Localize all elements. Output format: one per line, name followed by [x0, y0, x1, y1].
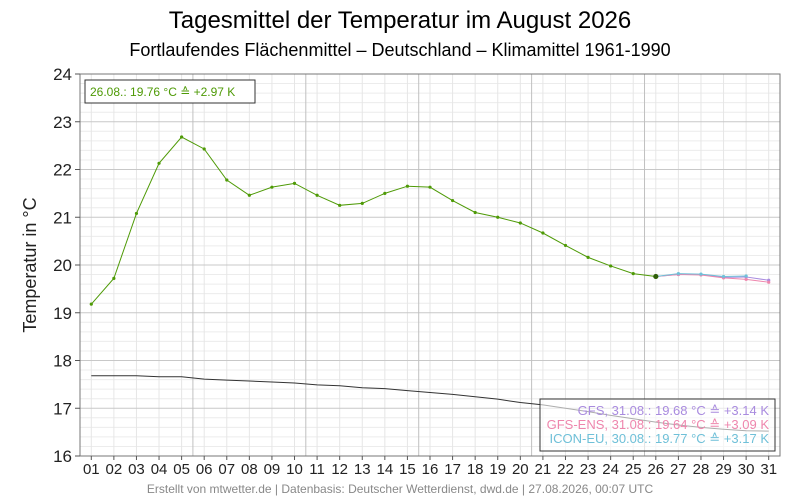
legend-entry-gfs-ens: GFS-ENS, 31.08.: 19.64 °C ≙ +3.09 K [547, 417, 770, 432]
series-line-observed [90, 136, 656, 305]
x-tick-label: 05 [173, 461, 190, 478]
x-tick-label: 17 [444, 461, 461, 478]
x-tick-labels: 01 02 03 04 05 06 07 08 09 10 11 12 13 14 15 16 17 18 19 20… [83, 461, 777, 478]
current-day-marker [653, 273, 659, 280]
x-tick-label: 21 [535, 461, 552, 478]
data-point-observed [292, 181, 297, 185]
data-point-observed [202, 147, 206, 151]
x-tick-label: 12 [331, 461, 348, 478]
data-point-observed [518, 221, 522, 225]
data-point-observed [383, 191, 387, 195]
data-point-observed [450, 198, 455, 203]
x-tick-label: 10 [286, 461, 303, 478]
x-tick-label: 15 [399, 461, 416, 478]
x-tick-label: 08 [241, 461, 258, 478]
info-box-frame [84, 79, 256, 104]
data-point-observed [315, 193, 319, 197]
observed-line [89, 135, 659, 306]
axes [75, 73, 781, 460]
info-box: 26.08.: 19.76 °C ≙ +2.97 K [84, 79, 256, 104]
x-tick-label: 22 [557, 461, 574, 478]
x-tick-label: 06 [196, 461, 213, 478]
data-point-observed [134, 211, 139, 216]
y-axis-label: Temperatur in °C [20, 197, 40, 332]
x-tick-label: 26 [647, 461, 664, 478]
y-tick-label: 21 [53, 208, 72, 227]
legend-frame [539, 398, 776, 452]
x-tick-label: 07 [218, 461, 235, 478]
x-tick-label: 19 [489, 461, 506, 478]
x-tick-label: 23 [580, 461, 597, 478]
chart-title: Tagesmittel der Temperatur im August 202… [169, 7, 631, 34]
chart-subtitle: Fortlaufendes Flächenmittel – Deutschlan… [129, 40, 670, 60]
x-tick-label: 31 [760, 461, 777, 478]
data-point-gfs-ens [744, 277, 748, 281]
data-point-icon-eu [744, 274, 748, 278]
x-tick-label: 04 [151, 461, 168, 478]
data-point-observed [360, 201, 364, 206]
x-tick-label: 14 [376, 461, 393, 478]
x-tick-label: 13 [354, 461, 371, 478]
data-point-observed [609, 264, 613, 268]
info-box-text: 26.08.: 19.76 °C ≙ +2.97 K [90, 85, 235, 99]
x-tick-label: 02 [106, 461, 123, 478]
data-point-observed [563, 243, 568, 248]
data-point-gfs-ens [767, 280, 771, 284]
x-tick-label: 09 [264, 461, 281, 478]
data-point-icon-eu [699, 272, 703, 276]
x-tick-label: 20 [512, 461, 529, 478]
y-tick-label: 19 [53, 304, 72, 323]
data-point-observed [428, 185, 432, 189]
data-point-observed [157, 161, 161, 165]
x-tick-label: 03 [128, 461, 145, 478]
x-tick-label: 25 [625, 461, 642, 478]
legend: GFS, 31.08.: 19.68 °C ≙ +3.14 K GFS-ENS,… [539, 398, 776, 452]
legend-entry-icon-eu: ICON-EU, 30.08.: 19.77 °C ≙ +3.17 K [549, 431, 769, 446]
data-point-observed [225, 178, 229, 182]
data-point-observed [541, 231, 545, 235]
data-point-observed [180, 135, 184, 139]
data-point-observed [247, 193, 251, 197]
data-point-icon-eu [721, 274, 726, 279]
y-tick-label: 24 [53, 65, 72, 84]
y-tick-label: 22 [53, 161, 72, 180]
y-tick-labels: 16 17 18 19 20 21 22 23 24 [53, 65, 72, 466]
y-tick-label: 16 [53, 447, 72, 466]
data-point-observed [405, 184, 410, 188]
data-point-observed [270, 185, 274, 189]
x-tick-label: 01 [83, 461, 100, 478]
y-tick-label: 20 [53, 256, 72, 275]
y-tick-label: 17 [53, 399, 72, 418]
x-tick-label: 30 [738, 461, 755, 478]
x-tick-label: 24 [602, 461, 619, 478]
y-tick-label: 23 [53, 113, 72, 132]
data-point-observed [112, 276, 116, 280]
y-tick-label: 18 [53, 352, 72, 371]
data-point-icon-eu [676, 271, 680, 276]
data-point-observed [338, 203, 342, 207]
legend-entry-gfs: GFS, 31.08.: 19.68 °C ≙ +3.14 K [578, 403, 770, 418]
x-tick-label: 16 [422, 461, 439, 478]
x-tick-label: 11 [309, 461, 325, 478]
series-line-gfs-ens [655, 274, 769, 283]
x-tick-label: 18 [467, 461, 484, 478]
x-tick-label: 28 [693, 461, 710, 478]
footer-credit: Erstellt von mtwetter.de | Datenbasis: D… [147, 482, 654, 496]
data-point-observed [89, 302, 93, 306]
x-tick-label: 29 [715, 461, 732, 478]
data-point-observed [631, 271, 635, 276]
x-tick-label: 27 [670, 461, 687, 478]
data-point-observed [496, 215, 500, 219]
data-point-observed [586, 255, 590, 259]
data-point-observed [473, 210, 477, 215]
